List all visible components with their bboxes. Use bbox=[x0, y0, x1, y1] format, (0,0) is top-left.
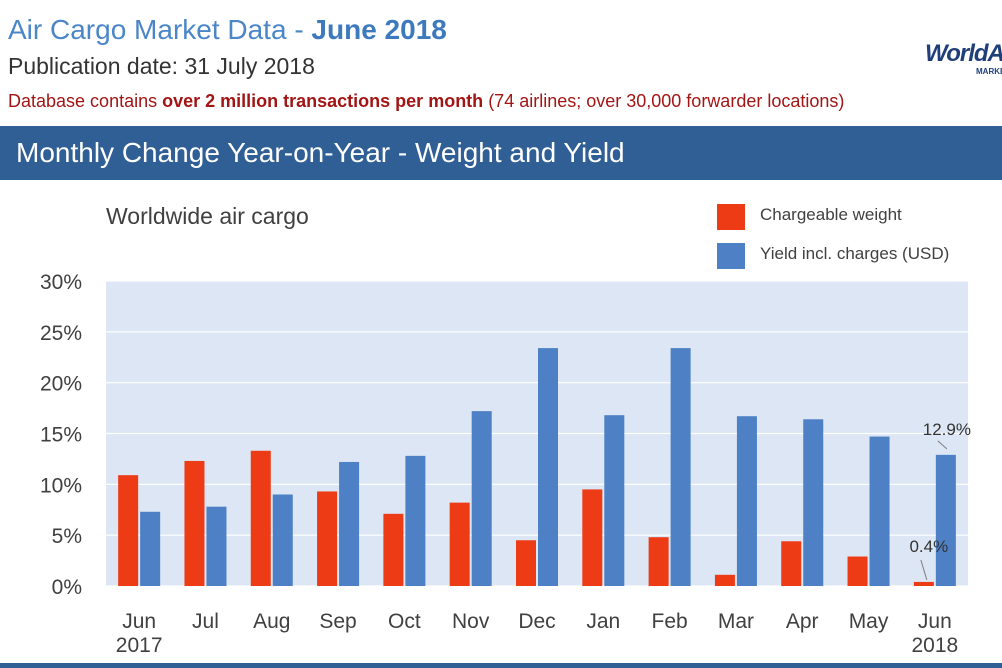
weight-bar bbox=[184, 460, 205, 586]
yield-bar bbox=[140, 511, 161, 586]
weight-bar bbox=[847, 556, 868, 586]
yield-bar bbox=[803, 419, 824, 586]
weight-bar bbox=[317, 491, 338, 586]
title-prefix: Air Cargo Market Data - bbox=[8, 14, 312, 45]
legend-label-yield: Yield incl. charges (USD) bbox=[760, 244, 949, 263]
y-tick-label: 30% bbox=[40, 271, 82, 294]
yield-data-label: 12.9% bbox=[923, 420, 971, 439]
weight-bar bbox=[118, 475, 139, 586]
yield-bar bbox=[869, 436, 890, 586]
weight-bar bbox=[781, 541, 802, 586]
x-tick-label: Jul bbox=[192, 610, 219, 633]
yield-bar bbox=[736, 416, 757, 586]
weight-bar bbox=[582, 489, 603, 586]
x-tick-label: Sep bbox=[319, 610, 356, 633]
database-note: Database contains over 2 million transac… bbox=[8, 91, 844, 112]
db-prefix: Database contains bbox=[8, 91, 163, 111]
legend-swatch-yield bbox=[717, 243, 745, 269]
yield-bar bbox=[471, 411, 492, 586]
x-tick-label: Nov bbox=[452, 610, 490, 633]
weight-bar bbox=[648, 537, 669, 586]
x-tick-year: 2017 bbox=[116, 634, 163, 657]
x-tick-year: 2018 bbox=[911, 634, 958, 657]
y-tick-label: 10% bbox=[40, 474, 82, 497]
report-title: Air Cargo Market Data - June 2018 bbox=[8, 14, 447, 46]
legend-swatch-weight bbox=[717, 204, 745, 230]
x-tick-label: Feb bbox=[652, 610, 688, 633]
x-tick-label: Aug bbox=[253, 610, 290, 633]
yield-bar bbox=[405, 455, 426, 586]
legend: Chargeable weight Yield incl. charges (US… bbox=[717, 204, 949, 269]
yield-bar bbox=[339, 461, 360, 586]
x-tick-label: Mar bbox=[718, 610, 754, 633]
bar-chart: Worldwide air cargo Chargeable weight Yie… bbox=[40, 203, 971, 657]
logo-text: WorldA bbox=[925, 40, 1002, 67]
y-tick-label: 20% bbox=[40, 373, 82, 396]
yield-bar bbox=[604, 415, 625, 586]
yield-bar bbox=[206, 506, 227, 586]
weight-bar bbox=[714, 574, 735, 586]
x-tick-label: Jan bbox=[586, 610, 620, 633]
y-tick-label: 5% bbox=[52, 525, 82, 548]
yield-bar bbox=[272, 494, 293, 586]
yield-bar bbox=[670, 348, 691, 586]
weight-bar bbox=[913, 581, 934, 586]
x-tick-label: Dec bbox=[518, 610, 555, 633]
yield-bar bbox=[935, 454, 956, 586]
y-tick-label: 0% bbox=[52, 576, 82, 599]
db-highlight: over 2 million transactions per month bbox=[162, 91, 484, 111]
x-tick-label: Apr bbox=[786, 610, 819, 633]
weight-bar bbox=[383, 513, 404, 586]
footer-rule bbox=[0, 663, 1002, 668]
worldacd-logo: WorldA MARKE bbox=[922, 40, 1002, 80]
y-tick-label: 15% bbox=[40, 424, 82, 447]
title-month: June 2018 bbox=[311, 14, 447, 45]
weight-bar bbox=[449, 502, 470, 586]
yield-bar bbox=[538, 348, 558, 586]
chart-title: Worldwide air cargo bbox=[106, 203, 309, 229]
weight-bar bbox=[516, 540, 536, 586]
x-tick-label: Jun bbox=[918, 610, 952, 633]
y-tick-label: 25% bbox=[40, 322, 82, 345]
section-banner: Monthly Change Year-on-Year - Weight and… bbox=[0, 126, 1002, 180]
yield-label-leader bbox=[937, 440, 948, 450]
x-tick-label: Jun bbox=[122, 610, 156, 633]
weight-data-label: 0.4% bbox=[909, 537, 948, 556]
weight-label-leader bbox=[920, 559, 928, 581]
logo-subtext: MARKE bbox=[976, 67, 1002, 76]
publication-date: Publication date: 31 July 2018 bbox=[8, 53, 315, 79]
legend-label-weight: Chargeable weight bbox=[760, 205, 902, 224]
db-suffix: (74 airlines; over 30,000 forwarder loca… bbox=[483, 91, 845, 111]
banner-title: Monthly Change Year-on-Year - Weight and… bbox=[16, 137, 625, 168]
x-tick-label: Oct bbox=[388, 610, 421, 633]
x-tick-label: May bbox=[849, 610, 889, 633]
weight-bar bbox=[250, 450, 271, 586]
